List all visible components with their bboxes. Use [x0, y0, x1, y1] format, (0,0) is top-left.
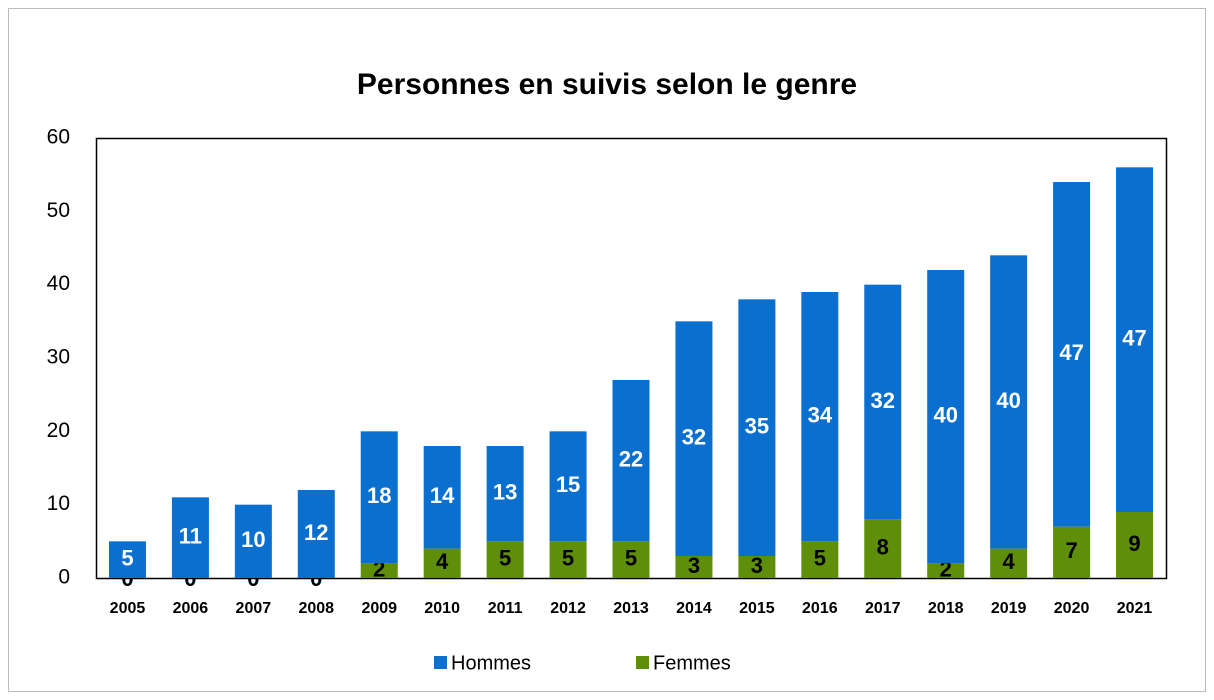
- bar: [108, 541, 146, 578]
- bar: [738, 556, 776, 578]
- x-tick-label: 2011: [488, 600, 523, 617]
- bar: [171, 497, 209, 578]
- bar: [1116, 167, 1154, 513]
- data-label: 10: [241, 527, 265, 552]
- bar: [801, 292, 839, 542]
- bar: [1053, 526, 1091, 578]
- data-label: 14: [430, 483, 455, 508]
- bar: [297, 490, 335, 578]
- data-label: 3: [688, 553, 700, 578]
- data-label: 4: [436, 549, 449, 574]
- data-label: 47: [1122, 325, 1146, 350]
- data-label: 7: [1065, 538, 1077, 563]
- y-tick-label: 60: [47, 126, 70, 149]
- data-label: 13: [493, 479, 517, 504]
- data-label: 12: [304, 520, 328, 545]
- x-tick-label: 2017: [865, 600, 901, 617]
- data-label: 5: [121, 545, 133, 570]
- bar: [927, 563, 965, 578]
- bar: [486, 541, 524, 578]
- y-tick-label: 20: [47, 419, 70, 442]
- legend-swatch: [636, 656, 649, 669]
- bar: [675, 321, 713, 556]
- bar: [486, 446, 524, 542]
- legend-swatch: [434, 656, 447, 669]
- x-tick-label: 2018: [928, 600, 964, 617]
- data-label: 5: [625, 545, 637, 570]
- x-tick-label: 2014: [676, 600, 712, 617]
- x-tick-label: 2015: [739, 600, 775, 617]
- data-label: 40: [933, 402, 957, 427]
- bar: [738, 299, 776, 556]
- x-tick-label: 2013: [613, 600, 649, 617]
- bar: [864, 284, 902, 520]
- plot-frame: [95, 137, 1168, 580]
- bar: [990, 548, 1028, 578]
- bar: [864, 519, 902, 578]
- data-label: 4: [1003, 549, 1016, 574]
- bar: [360, 431, 398, 564]
- data-label: 15: [556, 472, 580, 497]
- legend-label: Hommes: [451, 652, 531, 674]
- bar: [1116, 512, 1154, 578]
- x-tick-label: 2007: [236, 600, 272, 617]
- x-tick-label: 2009: [361, 600, 397, 617]
- x-tick-label: 2020: [1054, 600, 1090, 617]
- x-tick-label: 2019: [991, 600, 1027, 617]
- bar: [612, 541, 650, 578]
- bar: [927, 270, 965, 564]
- bar: [801, 541, 839, 578]
- data-label: 35: [745, 413, 769, 438]
- bar: [990, 255, 1028, 549]
- x-tick-label: 2012: [550, 600, 586, 617]
- data-label: 5: [814, 545, 826, 570]
- legend-label: Femmes: [653, 652, 731, 674]
- x-tick-label: 2016: [802, 600, 838, 617]
- data-label: 32: [871, 388, 895, 413]
- bar: [360, 563, 398, 578]
- y-tick-label: 10: [47, 492, 70, 515]
- data-label: 47: [1059, 340, 1083, 365]
- data-label: 3: [751, 553, 763, 578]
- y-tick-label: 40: [47, 272, 70, 295]
- y-tick-label: 50: [47, 199, 70, 222]
- x-tick-label: 2008: [298, 600, 334, 617]
- x-tick-label: 2010: [424, 600, 460, 617]
- chart-title: Personnes en suivis selon le genre: [357, 68, 857, 101]
- bar: [423, 446, 461, 549]
- data-label: 11: [179, 523, 202, 548]
- data-label: 8: [877, 534, 889, 559]
- bar: [549, 431, 587, 542]
- data-label: 5: [562, 545, 574, 570]
- data-label: 34: [808, 402, 833, 427]
- bar: [675, 556, 713, 578]
- data-label: 22: [619, 446, 643, 471]
- bar: [1053, 182, 1091, 527]
- data-label: 40: [996, 388, 1020, 413]
- y-tick-label: 30: [47, 346, 70, 369]
- bar: [612, 380, 650, 542]
- bar: [234, 504, 272, 578]
- bar: [423, 548, 461, 578]
- data-label: 18: [367, 483, 391, 508]
- x-tick-label: 2005: [110, 600, 146, 617]
- data-label: 5: [499, 545, 511, 570]
- bar: [549, 541, 587, 578]
- x-tick-label: 2021: [1117, 600, 1153, 617]
- y-tick-label: 0: [58, 566, 70, 589]
- data-label: 32: [682, 424, 706, 449]
- x-tick-label: 2006: [173, 600, 209, 617]
- data-label: 9: [1128, 531, 1140, 556]
